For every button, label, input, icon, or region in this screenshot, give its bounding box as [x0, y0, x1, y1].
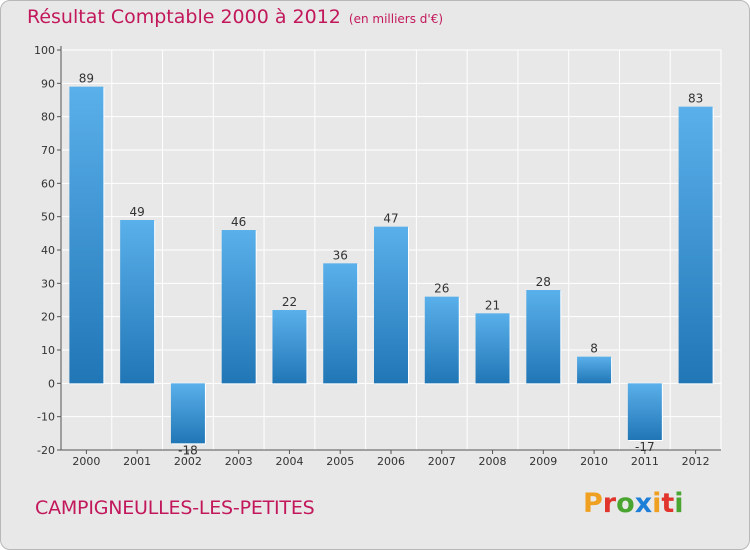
bar-2010 — [577, 356, 612, 384]
logo-letter: o — [616, 488, 635, 519]
y-tick-label: 10 — [41, 344, 55, 357]
chart-title: Résultat Comptable 2000 à 2012 (en millie… — [27, 6, 443, 28]
data-label: 46 — [231, 215, 246, 229]
data-label: -17 — [635, 440, 655, 454]
x-tick-label: 2012 — [682, 455, 710, 468]
logo-letter: x — [634, 488, 653, 519]
data-labels: 89 49 -18 46 22 36 47 26 21 28 8 -17 83 — [79, 72, 704, 458]
bar-2000 — [69, 86, 104, 384]
bar-2012 — [678, 106, 713, 384]
logo-letter: P — [583, 488, 603, 519]
bar-2009 — [526, 290, 561, 384]
data-label: 47 — [383, 212, 398, 226]
x-tick-label: 2011 — [631, 455, 659, 468]
data-label: 8 — [590, 342, 598, 356]
y-tick-label: 30 — [41, 277, 55, 290]
bars — [69, 86, 714, 445]
x-tick-label: 2008 — [479, 455, 507, 468]
data-label: 26 — [434, 282, 449, 296]
y-tick-label: -20 — [37, 444, 55, 457]
x-tick-label: 2001 — [123, 455, 151, 468]
bar-2011 — [627, 383, 662, 440]
y-tick-label: 20 — [41, 311, 55, 324]
x-tick-label: 2002 — [174, 455, 202, 468]
y-tick-label: 0 — [48, 377, 55, 390]
bar-2007 — [424, 296, 459, 384]
logo-letter: i — [674, 488, 684, 519]
data-label: 49 — [130, 205, 145, 219]
bar-2001 — [120, 220, 155, 384]
bar-2004 — [272, 310, 307, 384]
y-tick-label: 100 — [34, 44, 55, 57]
data-label: 28 — [536, 275, 551, 289]
x-tick-label: 2009 — [529, 455, 557, 468]
y-tick-label: -10 — [37, 411, 55, 424]
y-tick-label: 60 — [41, 177, 55, 190]
logo-letter: i — [652, 488, 662, 519]
bar-2008 — [475, 313, 510, 384]
x-tick-label: 2007 — [428, 455, 456, 468]
commune-name: CAMPIGNEULLES-LES-PETITES — [35, 497, 315, 519]
bar-2005 — [323, 263, 358, 384]
y-tick-label: 80 — [41, 111, 55, 124]
data-label: 36 — [333, 248, 348, 262]
x-tick-label: 2005 — [326, 455, 354, 468]
logo-letter: r — [602, 488, 617, 519]
axes: -20 -10 0 10 20 30 40 50 60 70 80 90 100 2000 2001 2002… — [34, 44, 721, 468]
x-tick-label: 2010 — [580, 455, 608, 468]
data-label: -18 — [178, 443, 198, 457]
bar-2006 — [374, 226, 408, 384]
y-tick-label: 90 — [41, 77, 55, 90]
x-tick-label: 2003 — [225, 455, 253, 468]
logo-letter: t — [661, 488, 675, 519]
y-tick-label: 50 — [41, 211, 55, 224]
bar-2003 — [221, 230, 256, 384]
data-label: 89 — [79, 72, 94, 86]
data-label: 83 — [688, 92, 703, 106]
chart-subtitle: (en milliers d'€) — [348, 12, 444, 26]
bar-2002 — [170, 383, 205, 444]
y-tick-label: 70 — [41, 144, 55, 157]
y-tick-label: 40 — [41, 244, 55, 257]
data-label: 21 — [485, 298, 500, 312]
x-tick-label: 2006 — [377, 455, 405, 468]
chart-title-text: Résultat Comptable 2000 à 2012 — [27, 6, 341, 28]
x-tick-label: 2004 — [275, 455, 303, 468]
x-tick-label: 2000 — [72, 455, 100, 468]
proxiti-logo: Proxiti — [583, 488, 684, 519]
data-label: 22 — [282, 295, 297, 309]
